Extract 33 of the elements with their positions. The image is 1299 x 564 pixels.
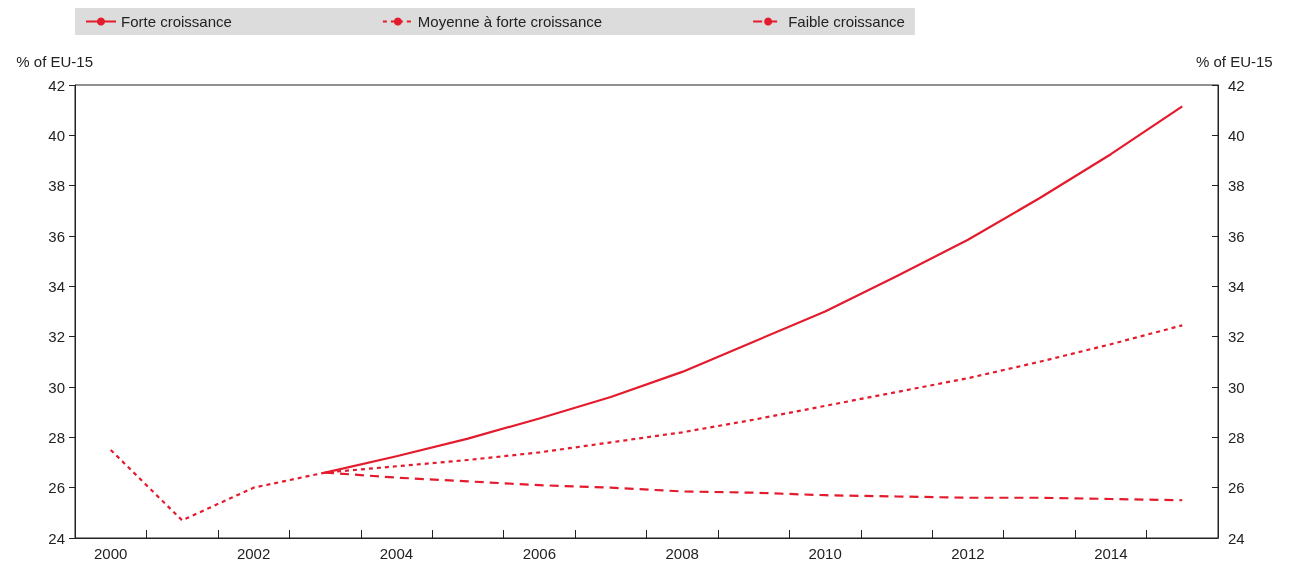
y-tick-label: 32 [48,328,65,346]
y2-tick-label: 42 [1228,76,1245,94]
x-tick-label: 2002 [236,545,271,562]
x-tick-label: 2004 [379,545,414,562]
y-axis-title: % of EU-15 [16,53,93,70]
y-tick-label: 42 [48,76,65,94]
x-tick-label: 2006 [522,545,557,562]
y2-tick-label: 26 [1228,479,1245,497]
y-tick-label: 40 [48,126,65,144]
y2-tick-label: 40 [1228,126,1245,144]
y-tick-label: 26 [48,479,65,497]
y2-tick-label: 32 [1228,328,1245,346]
x-tick-label: 2012 [951,545,985,562]
y-tick-label: 34 [48,277,65,295]
y-tick-label: 28 [48,428,65,446]
y2-tick-label: 30 [1228,378,1245,396]
y-tick-label: 36 [48,227,65,245]
x-tick-label: 2014 [1094,545,1128,562]
x-tick-label: 2008 [665,545,699,562]
y2-tick-label: 24 [1228,529,1245,547]
x-tick-label: 2000 [94,545,128,562]
x-tick-label: 2010 [808,545,842,562]
y2-tick-label: 36 [1228,227,1245,245]
y2-tick-label: 28 [1228,428,1245,446]
legend-label: Faible croissance [788,13,905,30]
y-tick-label: 24 [48,529,65,547]
y2-tick-label: 38 [1228,177,1245,195]
y-tick-label: 38 [48,177,65,195]
y2-tick-label: 34 [1228,277,1245,295]
legend-label: Forte croissance [121,13,232,30]
y-tick-label: 30 [48,378,65,396]
legend-label: Moyenne à forte croissance [417,13,603,30]
y2-axis-title: % of EU-15 [1196,53,1273,70]
